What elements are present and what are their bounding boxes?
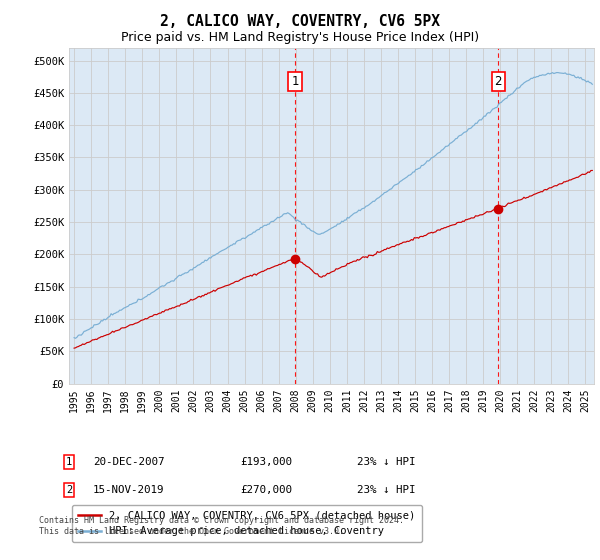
Text: 2, CALICO WAY, COVENTRY, CV6 5PX: 2, CALICO WAY, COVENTRY, CV6 5PX	[160, 14, 440, 29]
Text: £193,000: £193,000	[240, 457, 292, 467]
Text: £270,000: £270,000	[240, 485, 292, 495]
Text: 1: 1	[66, 457, 72, 467]
Text: 23% ↓ HPI: 23% ↓ HPI	[357, 485, 415, 495]
Text: 23% ↓ HPI: 23% ↓ HPI	[357, 457, 415, 467]
Text: 1: 1	[292, 74, 299, 88]
Legend: 2, CALICO WAY, COVENTRY, CV6 5PX (detached house), HPI: Average price, detached : 2, CALICO WAY, COVENTRY, CV6 5PX (detach…	[71, 505, 422, 543]
Text: 15-NOV-2019: 15-NOV-2019	[93, 485, 164, 495]
Text: 2: 2	[494, 74, 502, 88]
Text: 2: 2	[66, 485, 72, 495]
Text: Contains HM Land Registry data © Crown copyright and database right 2024.
This d: Contains HM Land Registry data © Crown c…	[39, 516, 404, 536]
Text: 20-DEC-2007: 20-DEC-2007	[93, 457, 164, 467]
Text: Price paid vs. HM Land Registry's House Price Index (HPI): Price paid vs. HM Land Registry's House …	[121, 31, 479, 44]
